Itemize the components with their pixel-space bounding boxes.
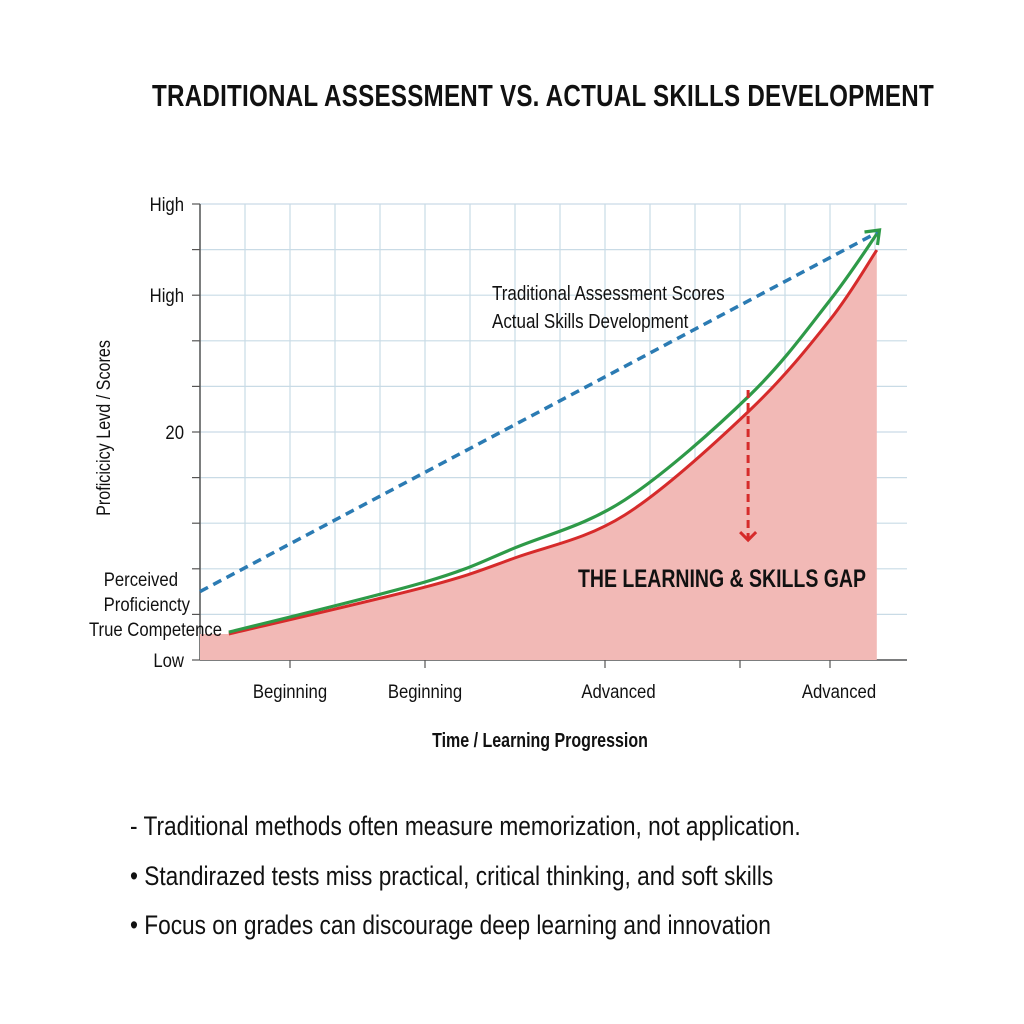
- chart-title: TRADITIONAL ASSESSMENT VS. ACTUAL SKILLS…: [152, 78, 934, 113]
- series-actual-skills: [228, 229, 881, 634]
- label-perceived: Proficiencty: [104, 594, 190, 615]
- y-tick-label: High: [150, 194, 184, 215]
- legend-actual: Actual Skills Development: [492, 310, 689, 333]
- x-tick-label: Beginning: [388, 681, 462, 702]
- arrowhead-icon: [864, 228, 882, 246]
- legend-traditional: Traditional Assessment Scores: [492, 282, 725, 305]
- label-perceived: Perceived: [104, 569, 178, 590]
- x-axis-label: Time / Learning Progression: [432, 729, 648, 751]
- x-tick-label: Advanced: [802, 681, 876, 702]
- series-true-competence: [228, 249, 879, 636]
- bullet-3: • Focus on grades can discourage deep le…: [130, 910, 771, 940]
- bullet-1: - Traditional methods often measure memo…: [130, 811, 801, 841]
- bullet-2: • Standirazed tests miss practical, crit…: [130, 861, 774, 891]
- arrow-down-icon: [739, 531, 758, 543]
- labels: Low 20 High High Beginning Beginning Advanced A…: [89, 194, 876, 751]
- x-tick-label: Beginning: [253, 681, 327, 702]
- y-tick-label: 20: [165, 422, 184, 443]
- series-traditional-scores: [199, 229, 881, 594]
- label-true-competence: True Competence: [89, 619, 222, 640]
- y-axis-label: Proficicicy Levd / Scores: [93, 340, 115, 516]
- y-tick-label: High: [150, 285, 184, 306]
- marks: [199, 228, 882, 660]
- y-tick-label: Low: [153, 650, 184, 671]
- gap-area: [200, 250, 877, 660]
- x-tick-label: Advanced: [581, 681, 655, 702]
- gap-label: THE LEARNING & SKILLS GAP: [578, 565, 866, 593]
